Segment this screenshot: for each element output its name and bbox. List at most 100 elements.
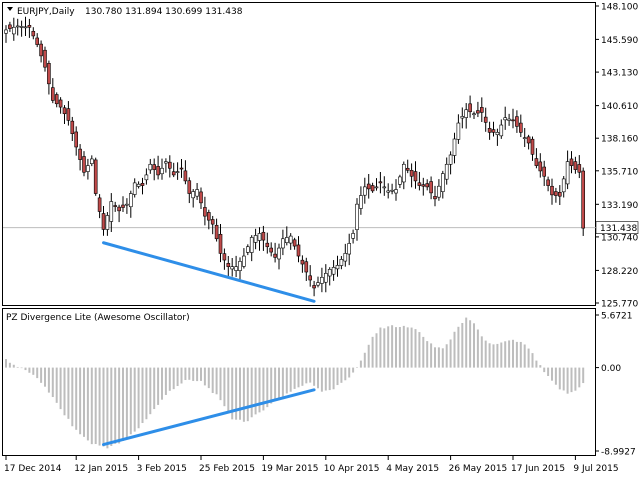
candle — [518, 114, 523, 138]
y-tick-label: 143.130 — [601, 69, 638, 79]
y-tick-label: 145.590 — [601, 36, 638, 46]
ao-bar — [445, 344, 448, 368]
candle — [327, 267, 332, 286]
ao-bar — [168, 367, 171, 391]
candle — [534, 148, 539, 169]
ao-bar — [301, 367, 304, 386]
ao-bar — [289, 367, 292, 392]
y-tick-label: 133.190 — [601, 201, 638, 211]
ao-bar — [12, 364, 15, 368]
candle — [179, 159, 184, 178]
ao-bar — [145, 367, 148, 420]
current-price-box: 131.438 — [595, 221, 639, 234]
candle — [390, 183, 394, 195]
ao-bar — [246, 367, 249, 422]
candle — [433, 185, 437, 207]
candle — [366, 173, 371, 199]
candle — [191, 189, 195, 208]
candle — [113, 201, 117, 212]
candle — [413, 161, 418, 189]
candle — [70, 116, 75, 142]
ao-bar — [363, 352, 366, 368]
ao-bar — [24, 367, 27, 371]
ao-bar — [398, 327, 401, 368]
candle — [499, 119, 504, 139]
ao-bar — [254, 367, 257, 415]
candle — [378, 172, 383, 194]
candle — [550, 178, 554, 205]
ao-bar — [473, 323, 475, 368]
candle — [132, 178, 137, 198]
ao-bar — [231, 367, 234, 420]
ao-bar — [371, 336, 374, 368]
ao-bar — [200, 367, 202, 381]
ao-bar — [476, 329, 479, 368]
ohlc-label: 130.780 131.894 130.699 131.438 — [85, 7, 243, 17]
candle — [401, 161, 406, 190]
candle — [355, 198, 359, 241]
candle — [23, 16, 28, 36]
ao-bar — [492, 344, 495, 368]
ao-bar — [63, 367, 66, 416]
y-tick-label: 125.770 — [601, 300, 638, 310]
ao-bar — [504, 341, 507, 368]
candle — [394, 179, 398, 201]
candle — [269, 242, 274, 257]
x-tick-label: 25 Feb 2015 — [199, 464, 255, 474]
candle — [569, 151, 574, 174]
ao-bar — [387, 326, 390, 368]
candle — [101, 205, 106, 236]
candle — [39, 40, 43, 63]
candle — [187, 177, 192, 204]
candle — [109, 193, 114, 232]
candle — [581, 167, 586, 236]
candle — [323, 264, 328, 293]
candle — [281, 229, 285, 256]
ao-bar — [332, 367, 335, 390]
candle — [160, 158, 164, 180]
ao-bar — [122, 367, 124, 441]
x-axis: 17 Dec 2014 12 Jan 2015 3 Feb 2015 25 Feb 2… — [4, 456, 619, 474]
candle — [304, 257, 309, 281]
main-panel: EURJPY,Daily 130.780 131.894 130.699 131… — [2, 2, 639, 310]
ao-bar — [406, 327, 409, 368]
ao-bar — [554, 367, 557, 385]
ao-bar — [480, 336, 483, 368]
ao-bar — [211, 367, 214, 394]
ao-bar — [203, 367, 206, 386]
candle — [97, 194, 102, 219]
ao-bar — [149, 367, 152, 415]
candle — [557, 185, 562, 206]
candles — [4, 16, 586, 297]
ao-bar — [227, 367, 230, 414]
ao-bar — [20, 367, 23, 369]
candle — [526, 134, 531, 150]
ao-bar — [508, 340, 511, 368]
candle — [164, 158, 168, 173]
candle — [58, 97, 63, 114]
ao-bar — [110, 367, 113, 446]
candle — [487, 121, 492, 140]
candle — [425, 179, 430, 191]
ao-bar — [235, 367, 238, 420]
ao-bar — [137, 367, 140, 429]
y-tick-label: 0.00 — [601, 364, 621, 374]
ao-bar — [215, 367, 218, 395]
ao-bar — [71, 367, 74, 427]
candle — [171, 162, 176, 178]
triangle-down-icon[interactable] — [7, 7, 13, 11]
ao-bar — [426, 341, 429, 368]
candle — [54, 92, 59, 108]
ao-bar — [453, 331, 456, 368]
ao-bar — [359, 360, 362, 368]
x-tick-label: 12 Jan 2015 — [74, 464, 128, 474]
candle — [246, 244, 250, 256]
candle — [210, 215, 215, 235]
ao-bar — [558, 367, 561, 390]
ao-bar — [98, 367, 101, 446]
ao-bar — [313, 367, 316, 386]
candle — [125, 198, 129, 214]
candle — [183, 160, 188, 185]
candle — [90, 155, 94, 167]
